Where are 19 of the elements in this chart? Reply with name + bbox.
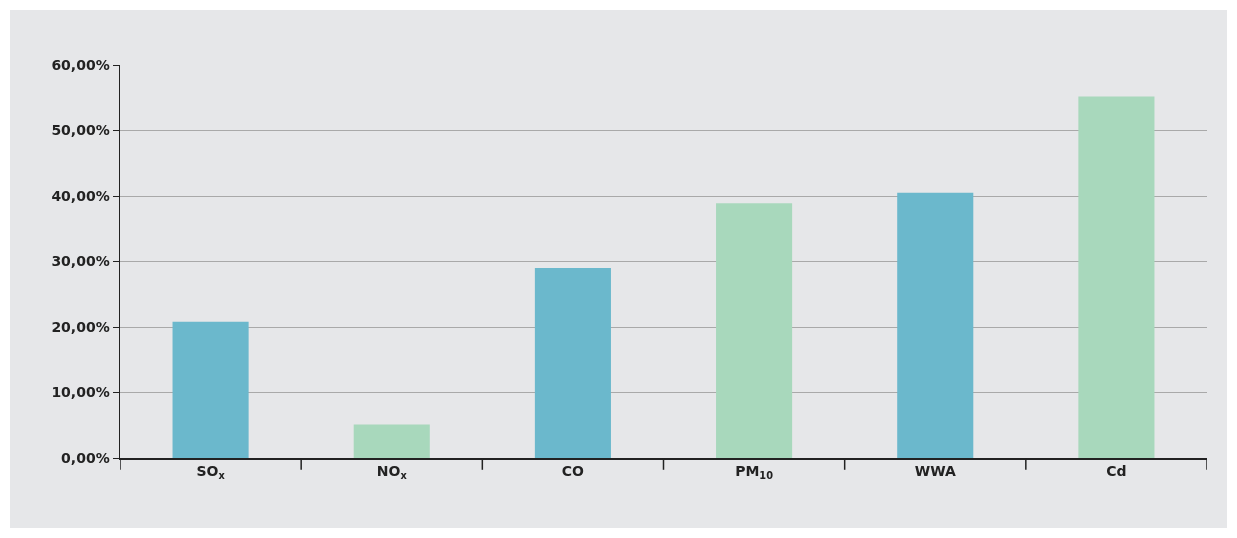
y-tick-label: 0,00%	[61, 449, 110, 466]
y-tick-label: 10,00%	[51, 384, 110, 401]
x-tick-label: PM$_{10}$	[735, 463, 774, 482]
bar	[897, 192, 974, 458]
y-tick-label: 50,00%	[51, 122, 110, 139]
x-tick-label: SO$_{x}$	[196, 463, 226, 482]
x-tick-label: WWA	[914, 463, 956, 480]
bar	[172, 321, 249, 458]
y-tick-label: 60,00%	[51, 56, 110, 73]
bar	[353, 424, 430, 458]
y-tick-label: 30,00%	[51, 253, 110, 270]
x-tick-label: Cd	[1106, 463, 1127, 480]
bar	[716, 203, 793, 458]
bar	[1078, 96, 1155, 458]
x-tick-label: NO$_{x}$	[376, 463, 408, 482]
y-tick-label: 20,00%	[51, 318, 110, 335]
x-tick-label: CO	[561, 463, 585, 480]
bar	[534, 268, 611, 458]
y-tick-label: 40,00%	[51, 187, 110, 204]
